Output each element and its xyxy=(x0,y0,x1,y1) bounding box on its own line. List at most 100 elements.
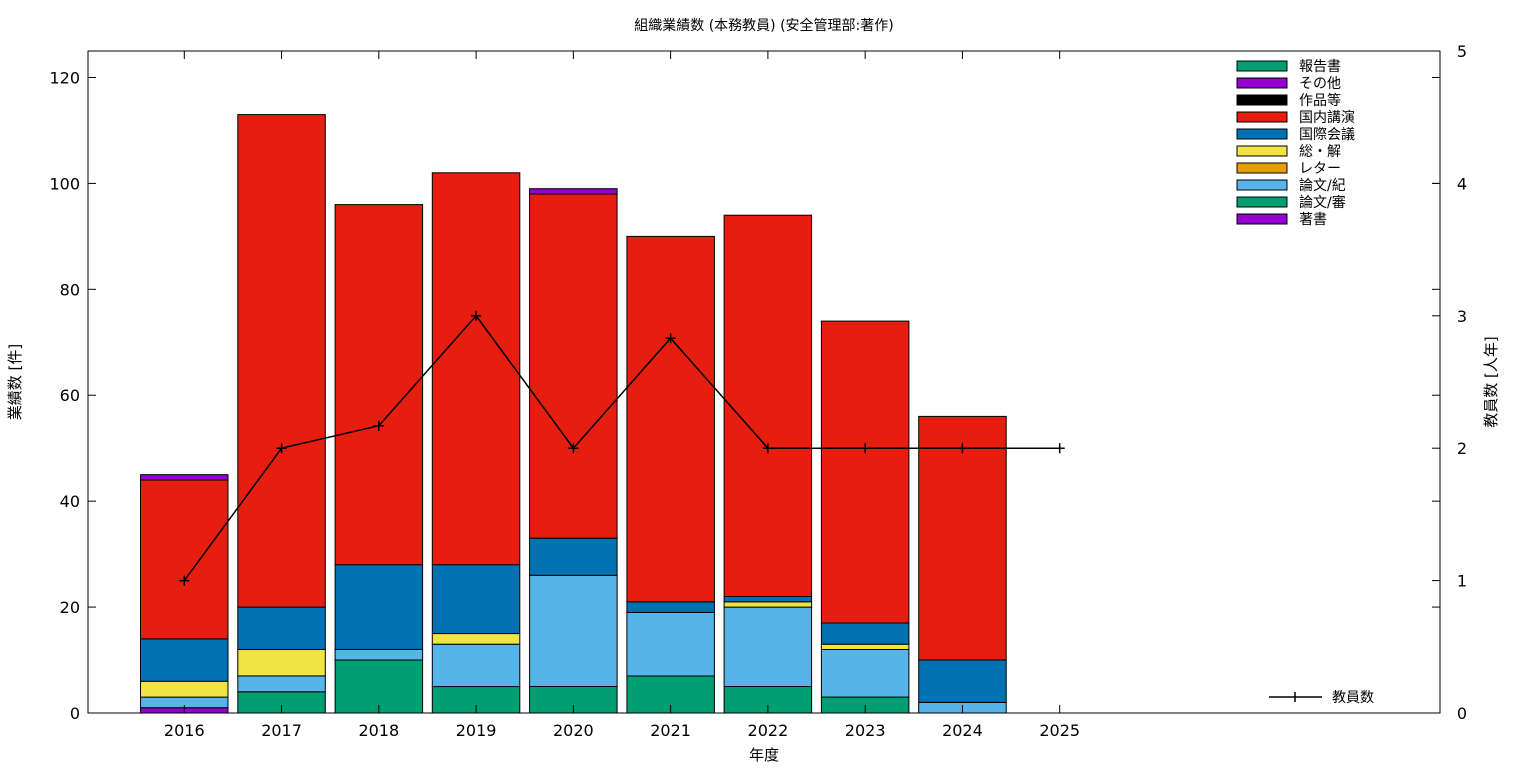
bar-segment xyxy=(529,193,618,539)
legend-swatch xyxy=(1236,77,1288,89)
bar-segment xyxy=(626,611,715,677)
legend-label: 著書 xyxy=(1299,212,1327,228)
line-point xyxy=(860,443,871,454)
bar-segment xyxy=(140,479,229,640)
bars-layer xyxy=(140,114,1007,714)
bar-segment xyxy=(431,564,521,635)
bar-segment xyxy=(334,564,424,650)
legend-label: 報告書 xyxy=(1299,59,1341,75)
bar-segment xyxy=(140,638,229,682)
bar-segment xyxy=(820,622,910,645)
legend-swatch xyxy=(1236,60,1288,72)
line-point xyxy=(762,443,773,454)
bar-segment xyxy=(626,235,715,603)
y2-tick-label: 4 xyxy=(1457,174,1467,193)
bar-segment xyxy=(237,648,326,677)
x-tick-label: 2019 xyxy=(456,721,497,740)
y2-tick-label: 0 xyxy=(1457,704,1467,723)
x-tick-label: 2024 xyxy=(942,721,983,740)
line-point xyxy=(957,443,968,454)
x-axis-ticks: 2016 2017 2018 2019 2020 2021 2022 2023 2024 2025 xyxy=(164,51,1080,740)
line-point xyxy=(1054,443,1065,454)
y-axis-label: 業績数 [件] xyxy=(6,344,24,420)
legend-label: 論文/紀 xyxy=(1299,178,1346,194)
x-tick-label: 2020 xyxy=(553,721,594,740)
bar-segment xyxy=(237,606,326,650)
x-tick-label: 2016 xyxy=(164,721,205,740)
bar-segment xyxy=(820,320,910,624)
x-tick-label: 2017 xyxy=(261,721,302,740)
line-point xyxy=(373,420,384,431)
y-axis-ticks: 0 20 40 60 80 100 120 xyxy=(49,68,1440,723)
chart-title: 組織業績数 (本務教員) (安全管理部:著作) xyxy=(634,17,893,34)
legend-swatch xyxy=(1236,145,1288,157)
bar-segment xyxy=(237,675,326,693)
bar-segment xyxy=(723,596,813,603)
y2-axis-label: 教員数 [人年] xyxy=(1482,336,1500,427)
legend-swatch xyxy=(1236,162,1288,174)
y2-axis-ticks: 0 1 2 3 4 5 xyxy=(1432,42,1467,723)
line-point xyxy=(276,443,287,454)
legend-label: 総・解 xyxy=(1299,144,1341,160)
bar-segment xyxy=(140,474,229,481)
y-tick-label: 120 xyxy=(49,68,80,87)
bar-segment xyxy=(334,659,424,714)
y2-tick-label: 5 xyxy=(1457,42,1467,61)
legend-swatch xyxy=(1236,94,1288,106)
legend-label: レター xyxy=(1299,161,1341,177)
line-point xyxy=(179,575,190,586)
bar-segment xyxy=(820,643,910,651)
y2-tick-label: 1 xyxy=(1457,572,1467,591)
y2-tick-label: 2 xyxy=(1457,439,1467,458)
bar-segment xyxy=(820,648,910,698)
y-tick-label: 20 xyxy=(60,598,80,617)
bar-segment xyxy=(431,172,521,566)
bar-segment xyxy=(529,188,618,195)
y-tick-label: 40 xyxy=(60,492,80,511)
bar-segment xyxy=(529,537,618,576)
legend-label: 国内講演 xyxy=(1299,110,1355,126)
bar-segment xyxy=(334,204,424,566)
bar-segment xyxy=(723,606,813,687)
bar-segment xyxy=(431,643,521,688)
legend-label: その他 xyxy=(1299,76,1341,92)
x-tick-label: 2025 xyxy=(1039,721,1080,740)
legend-swatch xyxy=(1236,128,1288,140)
y-tick-label: 100 xyxy=(49,174,80,193)
y2-tick-label: 3 xyxy=(1457,307,1467,326)
bar-segment xyxy=(334,648,424,661)
legend-swatch xyxy=(1236,111,1288,123)
legend-swatch xyxy=(1236,213,1288,225)
bar-segment xyxy=(237,114,326,608)
line-series xyxy=(183,314,1060,582)
y-tick-label: 80 xyxy=(60,280,80,299)
y-tick-label: 0 xyxy=(70,704,80,723)
legend-line: 教員数 xyxy=(1269,690,1374,706)
bar-segment xyxy=(140,680,229,698)
bar-segment xyxy=(918,659,1007,703)
legend-line-label: 教員数 xyxy=(1332,690,1374,706)
x-tick-label: 2021 xyxy=(650,721,691,740)
line-point xyxy=(471,310,482,321)
bar-segment xyxy=(723,214,813,597)
bar-segment xyxy=(431,633,521,645)
y-tick-label: 60 xyxy=(60,386,80,405)
legend-label: 論文/審 xyxy=(1299,195,1346,211)
legend-label: 作品等 xyxy=(1299,92,1341,109)
x-axis-label: 年度 xyxy=(749,746,779,764)
legend-swatch xyxy=(1236,179,1288,191)
x-tick-label: 2018 xyxy=(358,721,399,740)
bar-segment xyxy=(918,415,1007,661)
bar-segment xyxy=(723,601,813,608)
legend-swatch xyxy=(1236,196,1288,208)
x-tick-label: 2023 xyxy=(845,721,886,740)
x-tick-label: 2022 xyxy=(748,721,789,740)
bar-segment xyxy=(529,574,618,687)
line-point xyxy=(665,333,676,344)
line-point xyxy=(568,443,579,454)
line-layer xyxy=(179,310,1065,586)
bar-segment xyxy=(626,601,715,613)
legend-label: 国際会議 xyxy=(1299,126,1355,143)
